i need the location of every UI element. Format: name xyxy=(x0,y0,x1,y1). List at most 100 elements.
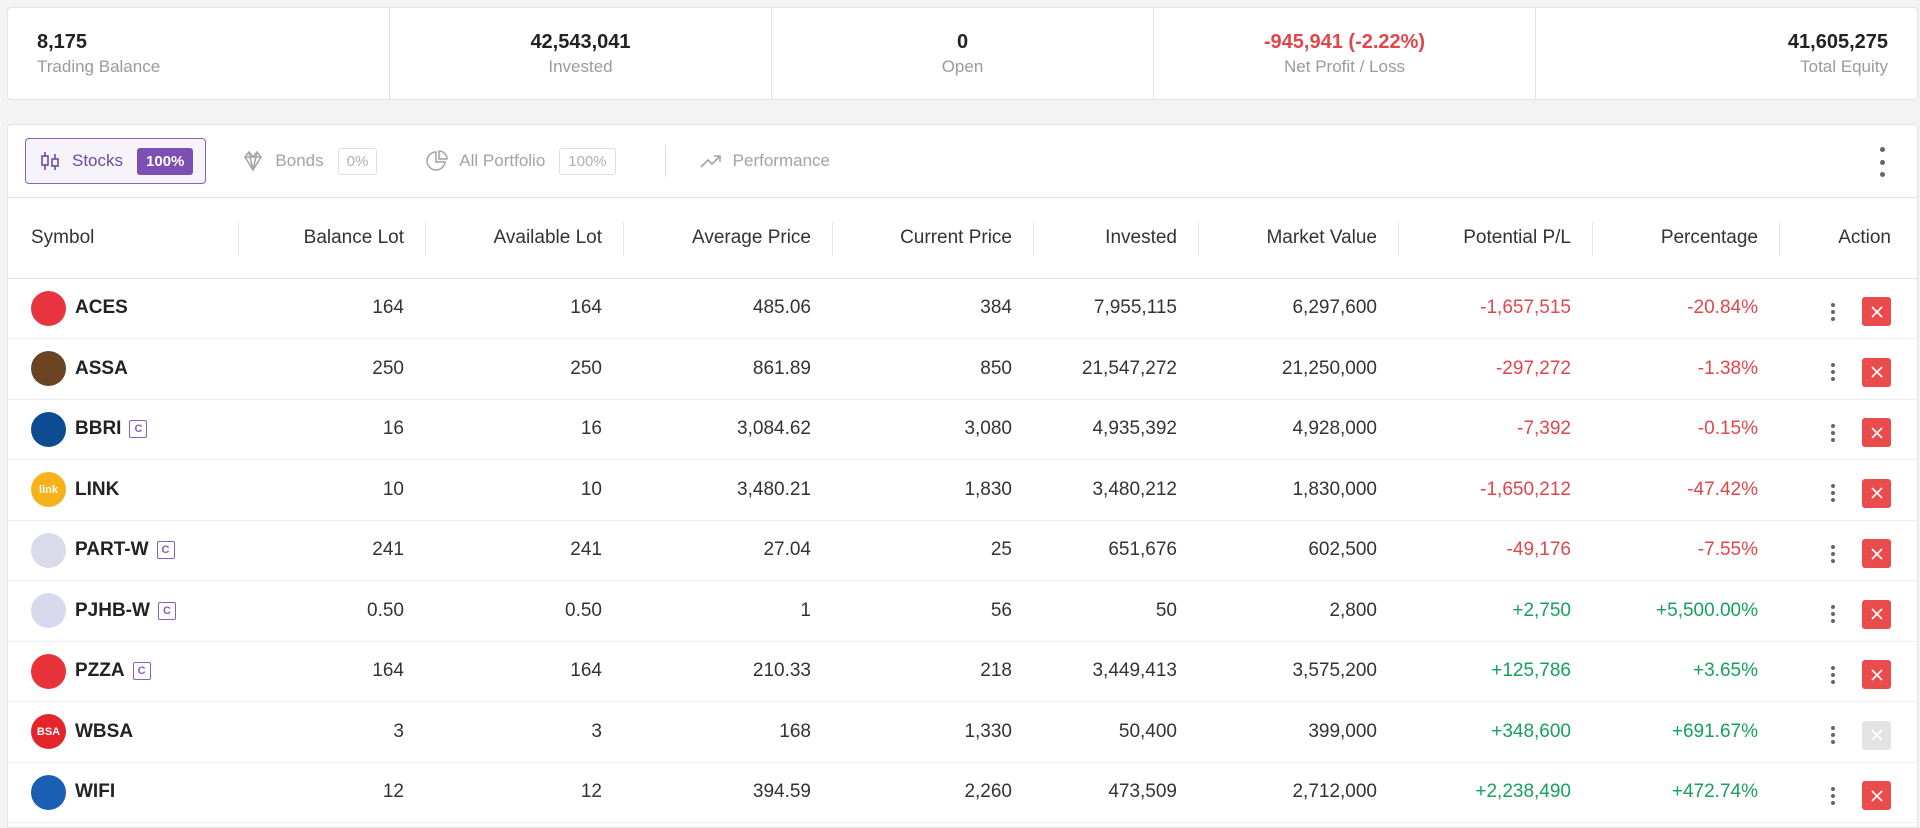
summary-label: Trading Balance xyxy=(37,56,161,76)
table-row[interactable]: WIFI 12 12 394.59 2,260 473,509 2,712,000 +2,23… xyxy=(8,762,1917,823)
special-notation-badge: C xyxy=(132,662,151,681)
special-notation-badge: C xyxy=(156,541,175,560)
close-position-button[interactable] xyxy=(1862,781,1891,810)
tab-bonds[interactable]: Bonds 0% xyxy=(228,138,390,184)
symbol-text[interactable]: LINK xyxy=(75,478,120,500)
symbol-text[interactable]: BBRI xyxy=(75,418,122,440)
col-available-lot[interactable]: Available Lot xyxy=(426,198,624,279)
close-icon xyxy=(1870,426,1883,439)
cell-percentage: -7.55% xyxy=(1697,539,1758,561)
summary-net-profit-loss: -945,941 (-2.22%) Net Profit / Loss xyxy=(1154,8,1536,99)
table-row[interactable]: ACES 164 164 485.06 384 7,955,115 6,297,600 -1,… xyxy=(8,278,1917,339)
table-row[interactable]: PJHB-W C 0.50 0.50 1 56 50 2,800 +2,750 +5,500.00… xyxy=(8,581,1917,641)
table-row[interactable]: BSA WBSA 3 3 168 1,330 50,400 399,000 +348,600 +6… xyxy=(8,702,1917,762)
row-menu-icon[interactable] xyxy=(1830,726,1836,744)
close-position-button[interactable] xyxy=(1862,720,1891,750)
col-current-price[interactable]: Current Price xyxy=(833,198,1034,279)
symbol-text[interactable]: PJHB-W xyxy=(75,599,150,621)
table-row[interactable]: ASSA 250 250 861.89 850 21,547,272 21,250,000 -… xyxy=(8,339,1917,399)
portfolio-summary: 8,175 Trading Balance 42,543,041 Invested 0 O… xyxy=(7,7,1918,100)
summary-label: Invested xyxy=(548,56,613,76)
col-action: Action xyxy=(1780,198,1917,279)
row-menu-icon[interactable] xyxy=(1830,544,1836,563)
close-position-button[interactable] xyxy=(1862,357,1891,387)
row-menu-icon[interactable] xyxy=(1830,302,1836,321)
col-balance-lot[interactable]: Balance Lot xyxy=(239,198,426,279)
cell-potential-pl: -7,392 xyxy=(1517,418,1571,440)
pie-chart-icon xyxy=(425,149,449,173)
symbol-text[interactable]: ACES xyxy=(75,297,128,319)
cell-potential-pl: -49,176 xyxy=(1506,539,1571,561)
table-row[interactable]: BBRI C 16 16 3,084.62 3,080 4,935,392 4,928,000… xyxy=(8,399,1917,460)
cell-market-value: 6,297,600 xyxy=(1292,297,1377,319)
cell-balance-lot: 12 xyxy=(382,781,404,803)
symbol-cell: ACES xyxy=(8,278,239,339)
cell-available-lot: 250 xyxy=(570,357,602,379)
symbol-text[interactable]: PART-W xyxy=(75,539,149,561)
table-row[interactable]: PART-W C 241 241 27.04 25 651,676 602,500 -49,17… xyxy=(8,520,1917,581)
row-menu-icon[interactable] xyxy=(1830,484,1836,502)
close-icon xyxy=(1870,547,1883,560)
table-row[interactable]: link LINK 10 10 3,480.21 1,830 3,480,212 1,830,… xyxy=(8,460,1917,521)
tab-stocks[interactable]: Stocks 100% xyxy=(25,138,207,184)
tab-all-portfolio-pct: 100% xyxy=(559,147,616,175)
cell-potential-pl: +2,750 xyxy=(1512,599,1571,621)
action-cell xyxy=(1780,460,1917,521)
cell-current-price: 3,080 xyxy=(964,418,1012,440)
tab-all-portfolio-label: All Portfolio xyxy=(459,151,546,170)
cell-percentage: +691.67% xyxy=(1671,720,1758,742)
tab-performance[interactable]: Performance xyxy=(686,138,843,184)
stock-logo-icon xyxy=(31,593,66,629)
tab-stocks-pct: 100% xyxy=(137,147,194,175)
cell-current-price: 56 xyxy=(990,599,1012,621)
symbol-cell: PZZA C xyxy=(8,641,239,702)
symbol-text[interactable]: WBSA xyxy=(75,720,134,742)
cell-invested: 473,509 xyxy=(1108,781,1177,803)
close-position-button[interactable] xyxy=(1862,297,1891,326)
cell-available-lot: 10 xyxy=(580,478,602,500)
symbol-text[interactable]: ASSA xyxy=(75,357,128,379)
cell-current-price: 1,830 xyxy=(964,478,1012,500)
table-row[interactable]: PZZA C 164 164 210.33 218 3,449,413 3,575,200 +1… xyxy=(8,641,1917,702)
col-market-value[interactable]: Market Value xyxy=(1199,198,1399,279)
col-potential-pl[interactable]: Potential P/L xyxy=(1399,198,1593,279)
cell-percentage: +3.65% xyxy=(1693,660,1758,682)
col-invested[interactable]: Invested xyxy=(1034,198,1199,279)
tab-divider xyxy=(664,145,666,177)
stock-logo-icon xyxy=(31,532,66,568)
close-position-button[interactable] xyxy=(1862,599,1891,629)
cell-avg-price: 3,084.62 xyxy=(737,418,811,440)
symbol-text[interactable]: PZZA xyxy=(75,660,125,682)
close-position-button[interactable] xyxy=(1862,660,1891,689)
cell-current-price: 850 xyxy=(980,357,1012,379)
row-menu-icon[interactable] xyxy=(1830,665,1836,684)
tab-all-portfolio[interactable]: All Portfolio 100% xyxy=(412,138,628,184)
cell-available-lot: 0.50 xyxy=(565,599,602,621)
cell-market-value: 602,500 xyxy=(1308,539,1377,561)
cell-percentage: -0.15% xyxy=(1697,418,1758,440)
summary-value: 41,605,275 xyxy=(1787,30,1888,53)
more-options-icon[interactable] xyxy=(1877,147,1887,177)
symbol-text[interactable]: WIFI xyxy=(75,781,116,803)
col-percentage[interactable]: Percentage xyxy=(1593,198,1780,279)
symbol-cell: PART-W C xyxy=(8,520,239,581)
row-menu-icon[interactable] xyxy=(1830,363,1836,381)
cell-invested: 7,955,115 xyxy=(1093,297,1177,319)
col-symbol[interactable]: Symbol xyxy=(8,198,239,279)
row-menu-icon[interactable] xyxy=(1830,423,1836,442)
row-menu-icon[interactable] xyxy=(1830,605,1836,623)
col-average-price[interactable]: Average Price xyxy=(624,198,833,279)
trend-up-icon xyxy=(699,149,723,173)
cell-current-price: 1,330 xyxy=(964,720,1012,742)
close-position-button[interactable] xyxy=(1862,418,1891,447)
holdings-table: Symbol Balance Lot Available Lot Average… xyxy=(8,198,1917,823)
cell-potential-pl: -297,272 xyxy=(1495,357,1571,379)
summary-total-equity: 41,605,275 Total Equity xyxy=(1536,8,1917,99)
cell-available-lot: 3 xyxy=(591,720,602,742)
close-position-button[interactable] xyxy=(1862,539,1891,568)
stock-logo-icon xyxy=(31,351,66,387)
cell-current-price: 25 xyxy=(990,539,1012,561)
cell-balance-lot: 241 xyxy=(372,539,404,561)
row-menu-icon[interactable] xyxy=(1830,786,1836,805)
close-position-button[interactable] xyxy=(1862,478,1891,508)
